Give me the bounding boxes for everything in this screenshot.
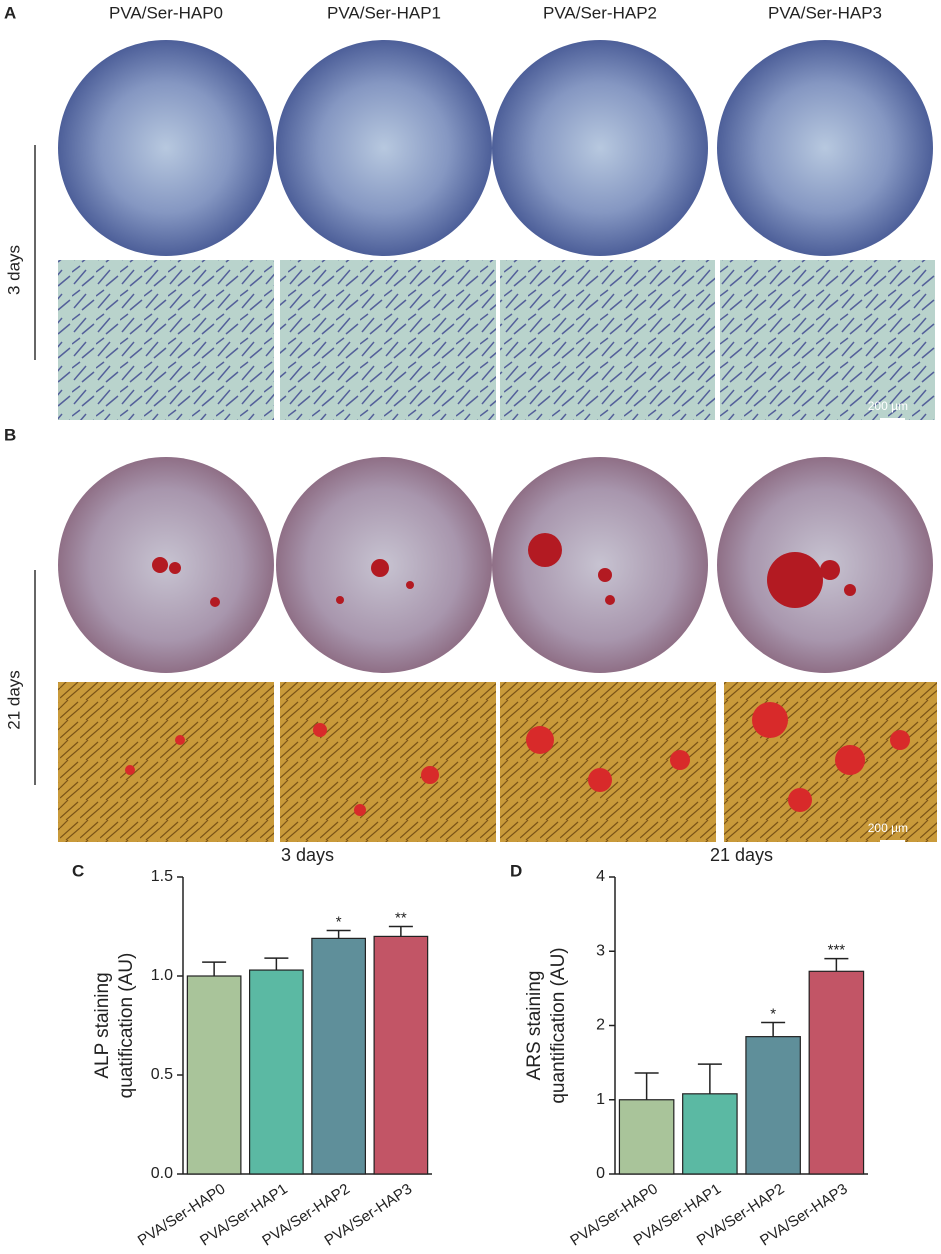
scale-bar-label: 200 µm bbox=[868, 821, 908, 835]
y-tick-label: 1.5 bbox=[151, 868, 173, 885]
significance: * bbox=[336, 913, 342, 930]
y-tick-label: 0.5 bbox=[151, 1066, 173, 1083]
error-bar bbox=[264, 957, 289, 971]
dish-photo bbox=[492, 457, 708, 673]
nodules bbox=[125, 702, 910, 816]
error-bar bbox=[388, 925, 413, 937]
micrograph bbox=[280, 682, 496, 842]
panel-label: A bbox=[4, 3, 16, 22]
y-axis-label: quantification (AU) bbox=[548, 947, 569, 1103]
significance: *** bbox=[828, 942, 846, 959]
y-tick-label: 1.0 bbox=[151, 967, 173, 984]
error-bar bbox=[761, 1021, 786, 1037]
error-bar bbox=[326, 929, 351, 939]
bar bbox=[808, 970, 865, 1175]
panel-label: D bbox=[510, 861, 522, 880]
y-tick-label: 3 bbox=[596, 942, 605, 959]
row-label: 21 days bbox=[4, 670, 23, 730]
column-header: PVA/Ser-HAP0 bbox=[109, 3, 223, 22]
chart-title: 3 days bbox=[281, 845, 334, 865]
y-tick-label: 1 bbox=[596, 1091, 605, 1108]
bar bbox=[249, 969, 304, 1175]
nodules bbox=[152, 533, 856, 608]
micrograph bbox=[280, 260, 496, 420]
bar bbox=[186, 975, 242, 1175]
bar bbox=[745, 1036, 801, 1175]
panel-label: C bbox=[72, 861, 84, 880]
dish-photo bbox=[276, 40, 492, 256]
y-tick-label: 2 bbox=[596, 1017, 605, 1034]
panel-label: B bbox=[4, 425, 16, 444]
micrograph bbox=[500, 260, 715, 420]
bar bbox=[373, 935, 429, 1175]
error-bar bbox=[697, 1063, 722, 1094]
error-bar bbox=[824, 957, 849, 972]
y-tick-label: 0.0 bbox=[151, 1165, 173, 1182]
error-bar bbox=[634, 1072, 659, 1100]
micrograph bbox=[720, 260, 935, 420]
photos bbox=[34, 40, 937, 842]
dish-photo bbox=[492, 40, 708, 256]
bar bbox=[618, 1099, 675, 1175]
bar bbox=[682, 1093, 738, 1175]
micrograph bbox=[724, 682, 937, 842]
dish-photo bbox=[717, 40, 933, 256]
chart-title: 21 days bbox=[710, 845, 773, 865]
error-bar bbox=[202, 961, 227, 976]
y-tick-label: 4 bbox=[596, 868, 605, 885]
column-header: PVA/Ser-HAP1 bbox=[327, 3, 441, 22]
y-axis-label: ALP staining bbox=[92, 972, 113, 1078]
significance: ** bbox=[395, 909, 407, 926]
significance: * bbox=[770, 1005, 776, 1022]
micrograph bbox=[58, 260, 274, 420]
row-label: 3 days bbox=[4, 245, 23, 295]
column-header: PVA/Ser-HAP2 bbox=[543, 3, 657, 22]
y-axis-label: quatification (AU) bbox=[116, 953, 137, 1099]
scale-bar-label: 200 µm bbox=[868, 399, 908, 413]
y-axis-label: ARS staining bbox=[524, 971, 545, 1081]
column-header: PVA/Ser-HAP3 bbox=[768, 3, 882, 22]
micrograph bbox=[58, 682, 274, 842]
bar bbox=[311, 937, 366, 1175]
y-tick-label: 0 bbox=[596, 1165, 605, 1182]
dish-photo bbox=[58, 40, 274, 256]
